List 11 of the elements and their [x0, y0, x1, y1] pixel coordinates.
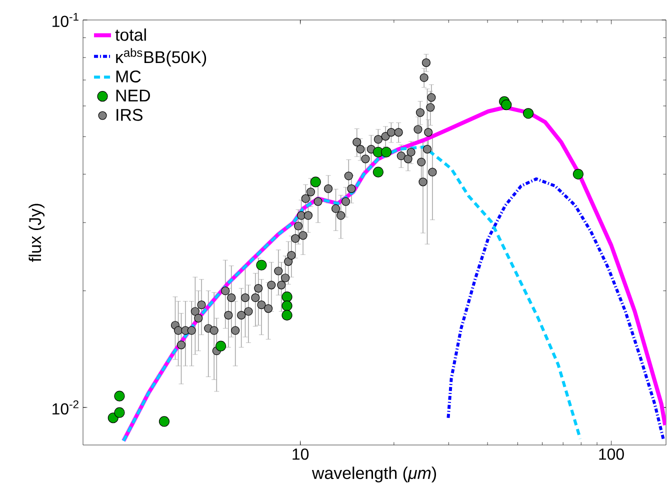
- x-axis-title: wavelength (μm): [312, 466, 436, 482]
- x-tick-label: 10: [292, 448, 309, 460]
- y-tick-label: 10$^{-1}$: [52, 12, 78, 28]
- legend-label: NED: [116, 90, 150, 102]
- legend-label: total: [115, 28, 146, 41]
- y-tick-label: 10$^{-2}$: [52, 400, 78, 415]
- legend-label: MC: [116, 70, 141, 82]
- legend-label: IRS: [116, 108, 142, 121]
- x-tick-label: 100: [599, 448, 624, 460]
- y-axis-title: flux (Jy): [28, 204, 44, 262]
- legend-label: κ$^{abs}$BB(50K): [116, 48, 206, 67]
